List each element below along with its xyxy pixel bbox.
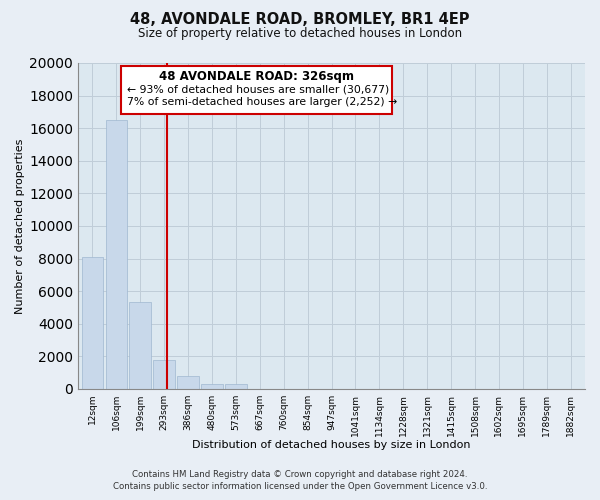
Text: Contains public sector information licensed under the Open Government Licence v3: Contains public sector information licen…	[113, 482, 487, 491]
Bar	[225, 384, 247, 389]
Text: 48, AVONDALE ROAD, BROMLEY, BR1 4EP: 48, AVONDALE ROAD, BROMLEY, BR1 4EP	[130, 12, 470, 28]
FancyBboxPatch shape	[121, 66, 392, 114]
Bar	[106, 120, 127, 389]
Text: 48 AVONDALE ROAD: 326sqm: 48 AVONDALE ROAD: 326sqm	[159, 70, 354, 83]
Text: ← 93% of detached houses are smaller (30,677): ← 93% of detached houses are smaller (30…	[127, 84, 389, 94]
Text: Size of property relative to detached houses in London: Size of property relative to detached ho…	[138, 28, 462, 40]
Bar	[130, 302, 151, 389]
Y-axis label: Number of detached properties: Number of detached properties	[15, 138, 25, 314]
Bar	[82, 257, 103, 389]
Text: 7% of semi-detached houses are larger (2,252) →: 7% of semi-detached houses are larger (2…	[127, 97, 397, 107]
X-axis label: Distribution of detached houses by size in London: Distribution of detached houses by size …	[192, 440, 471, 450]
Text: Contains HM Land Registry data © Crown copyright and database right 2024.: Contains HM Land Registry data © Crown c…	[132, 470, 468, 479]
Bar	[154, 360, 175, 389]
Bar	[201, 384, 223, 389]
Bar	[177, 376, 199, 389]
